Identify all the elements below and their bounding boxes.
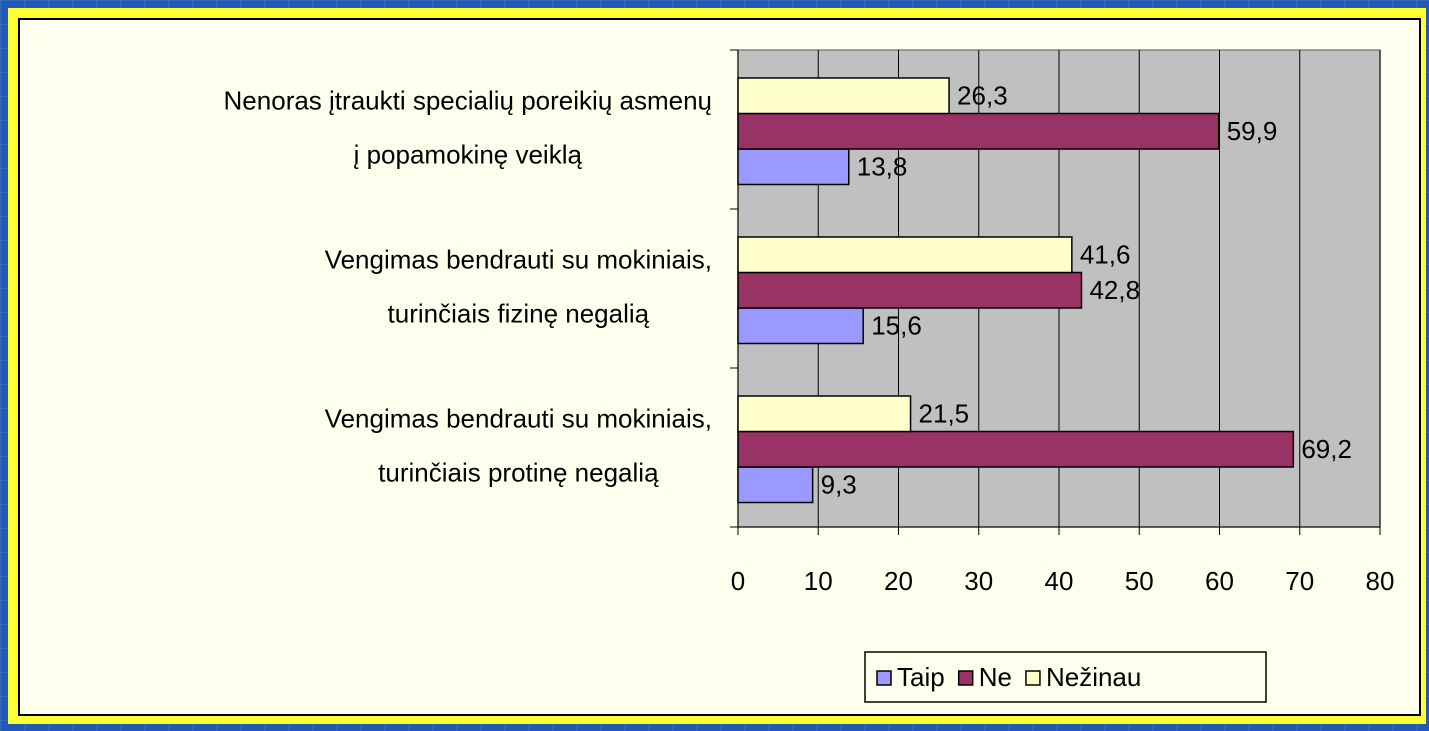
value-label: 21,5	[919, 399, 970, 429]
bar	[737, 466, 814, 504]
legend-label: Nežinau	[1046, 662, 1141, 692]
bar	[737, 430, 1295, 468]
value-label: 42,8	[1089, 275, 1140, 305]
x-tick-label: 40	[1045, 566, 1074, 596]
category-label: turinčiais protinę negalią	[378, 457, 659, 487]
legend-swatch	[1025, 670, 1041, 686]
x-tick-label: 60	[1205, 566, 1234, 596]
x-tick-label: 0	[731, 566, 745, 596]
category-label: turinčiais fizinę negalią	[388, 298, 650, 328]
x-tick-label: 30	[964, 566, 993, 596]
legend-swatch	[957, 670, 974, 686]
legend	[864, 651, 1267, 703]
value-label: 59,9	[1227, 116, 1278, 146]
value-label: 9,3	[821, 470, 857, 500]
value-label: 26,3	[957, 81, 1008, 111]
value-label: 41,6	[1080, 240, 1131, 270]
bar	[737, 112, 1220, 150]
value-label: 15,6	[871, 311, 922, 341]
value-label: 13,8	[857, 152, 908, 182]
x-tick-label: 50	[1125, 566, 1154, 596]
category-label: Vengimas bendrauti su mokiniais,	[325, 403, 712, 433]
bar	[737, 271, 1083, 309]
category-label: Nenoras įtraukti specialių poreikių asme…	[224, 85, 712, 115]
bar	[737, 307, 864, 345]
bar	[737, 148, 850, 186]
legend-label: Taip	[897, 662, 945, 692]
legend-label: Ne	[979, 662, 1012, 692]
x-tick-label: 70	[1285, 566, 1314, 596]
bar	[737, 236, 1073, 274]
bar	[737, 77, 950, 115]
category-label: Vengimas bendrauti su mokiniais,	[325, 244, 712, 274]
legend-swatch	[876, 670, 892, 686]
category-label: į popamokinę veiklą	[354, 139, 583, 169]
x-tick-label: 20	[884, 566, 913, 596]
value-label: 69,2	[1301, 434, 1352, 464]
bar	[737, 395, 912, 433]
x-tick-label: 80	[1366, 566, 1395, 596]
x-tick-label: 10	[804, 566, 833, 596]
